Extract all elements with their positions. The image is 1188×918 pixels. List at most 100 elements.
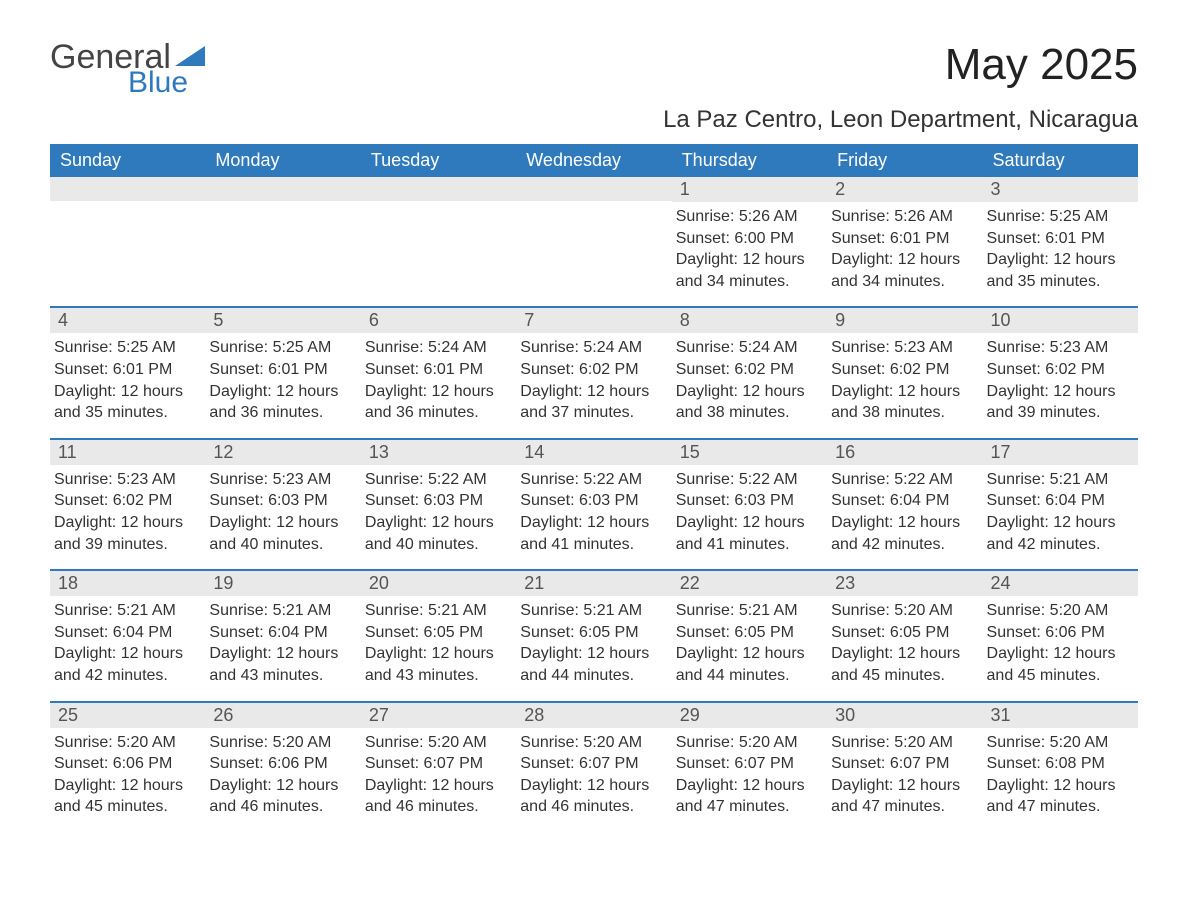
- sunrise-text: Sunrise: 5:21 AM: [365, 600, 508, 622]
- calendar-day: 31Sunrise: 5:20 AMSunset: 6:08 PMDayligh…: [983, 703, 1138, 818]
- sunset-text: Sunset: 6:07 PM: [365, 753, 508, 775]
- day-number: 16: [827, 440, 982, 465]
- daylight-text: Daylight: 12 hours and 46 minutes.: [365, 775, 508, 818]
- day-number: 3: [983, 177, 1138, 202]
- logo: General Blue: [50, 40, 205, 98]
- calendar-day: 14Sunrise: 5:22 AMSunset: 6:03 PMDayligh…: [516, 440, 671, 555]
- sunrise-text: Sunrise: 5:22 AM: [676, 469, 819, 491]
- sunrise-text: Sunrise: 5:21 AM: [520, 600, 663, 622]
- day-details: Sunrise: 5:23 AMSunset: 6:02 PMDaylight:…: [50, 465, 205, 555]
- day-number: 18: [50, 571, 205, 596]
- calendar-week: 25Sunrise: 5:20 AMSunset: 6:06 PMDayligh…: [50, 701, 1138, 818]
- daylight-text: Daylight: 12 hours and 36 minutes.: [365, 381, 508, 424]
- sunset-text: Sunset: 6:06 PM: [209, 753, 352, 775]
- calendar-day: 16Sunrise: 5:22 AMSunset: 6:04 PMDayligh…: [827, 440, 982, 555]
- sunset-text: Sunset: 6:05 PM: [676, 622, 819, 644]
- daylight-text: Daylight: 12 hours and 45 minutes.: [987, 643, 1130, 686]
- sunset-text: Sunset: 6:04 PM: [54, 622, 197, 644]
- daylight-text: Daylight: 12 hours and 47 minutes.: [831, 775, 974, 818]
- calendar-day: 5Sunrise: 5:25 AMSunset: 6:01 PMDaylight…: [205, 308, 360, 423]
- daylight-text: Daylight: 12 hours and 43 minutes.: [209, 643, 352, 686]
- calendar-week: 18Sunrise: 5:21 AMSunset: 6:04 PMDayligh…: [50, 569, 1138, 686]
- day-number: 20: [361, 571, 516, 596]
- day-number: 23: [827, 571, 982, 596]
- calendar-week: 11Sunrise: 5:23 AMSunset: 6:02 PMDayligh…: [50, 438, 1138, 555]
- day-details: Sunrise: 5:21 AMSunset: 6:05 PMDaylight:…: [361, 596, 516, 686]
- calendar-day: 9Sunrise: 5:23 AMSunset: 6:02 PMDaylight…: [827, 308, 982, 423]
- day-details: Sunrise: 5:25 AMSunset: 6:01 PMDaylight:…: [50, 333, 205, 423]
- sunset-text: Sunset: 6:04 PM: [209, 622, 352, 644]
- day-number: 1: [672, 177, 827, 202]
- calendar-day: 30Sunrise: 5:20 AMSunset: 6:07 PMDayligh…: [827, 703, 982, 818]
- day-number: 13: [361, 440, 516, 465]
- calendar-day: 21Sunrise: 5:21 AMSunset: 6:05 PMDayligh…: [516, 571, 671, 686]
- day-number: 9: [827, 308, 982, 333]
- sunrise-text: Sunrise: 5:23 AM: [209, 469, 352, 491]
- calendar-day: 8Sunrise: 5:24 AMSunset: 6:02 PMDaylight…: [672, 308, 827, 423]
- day-number: 29: [672, 703, 827, 728]
- calendar: Sunday Monday Tuesday Wednesday Thursday…: [50, 144, 1138, 818]
- sunrise-text: Sunrise: 5:26 AM: [676, 206, 819, 228]
- day-number: 6: [361, 308, 516, 333]
- calendar-day: 7Sunrise: 5:24 AMSunset: 6:02 PMDaylight…: [516, 308, 671, 423]
- sunrise-text: Sunrise: 5:26 AM: [831, 206, 974, 228]
- day-number: 28: [516, 703, 671, 728]
- day-number: [205, 177, 360, 201]
- weekday-header: Wednesday: [516, 144, 671, 177]
- calendar-day: 26Sunrise: 5:20 AMSunset: 6:06 PMDayligh…: [205, 703, 360, 818]
- calendar-day: [205, 177, 360, 292]
- calendar-day: 27Sunrise: 5:20 AMSunset: 6:07 PMDayligh…: [361, 703, 516, 818]
- day-number: 21: [516, 571, 671, 596]
- day-details: Sunrise: 5:20 AMSunset: 6:06 PMDaylight:…: [983, 596, 1138, 686]
- sunset-text: Sunset: 6:03 PM: [520, 490, 663, 512]
- daylight-text: Daylight: 12 hours and 42 minutes.: [987, 512, 1130, 555]
- daylight-text: Daylight: 12 hours and 39 minutes.: [987, 381, 1130, 424]
- day-number: 11: [50, 440, 205, 465]
- sunrise-text: Sunrise: 5:20 AM: [676, 732, 819, 754]
- day-details: [361, 201, 516, 205]
- sunset-text: Sunset: 6:04 PM: [987, 490, 1130, 512]
- sunset-text: Sunset: 6:06 PM: [987, 622, 1130, 644]
- sunrise-text: Sunrise: 5:20 AM: [520, 732, 663, 754]
- calendar-day: 24Sunrise: 5:20 AMSunset: 6:06 PMDayligh…: [983, 571, 1138, 686]
- sunset-text: Sunset: 6:07 PM: [831, 753, 974, 775]
- sunrise-text: Sunrise: 5:22 AM: [520, 469, 663, 491]
- day-details: Sunrise: 5:22 AMSunset: 6:03 PMDaylight:…: [516, 465, 671, 555]
- sunrise-text: Sunrise: 5:24 AM: [365, 337, 508, 359]
- sunrise-text: Sunrise: 5:21 AM: [676, 600, 819, 622]
- day-details: Sunrise: 5:21 AMSunset: 6:05 PMDaylight:…: [672, 596, 827, 686]
- day-number: 19: [205, 571, 360, 596]
- calendar-day: 10Sunrise: 5:23 AMSunset: 6:02 PMDayligh…: [983, 308, 1138, 423]
- sunrise-text: Sunrise: 5:20 AM: [987, 732, 1130, 754]
- day-details: Sunrise: 5:22 AMSunset: 6:04 PMDaylight:…: [827, 465, 982, 555]
- day-number: 17: [983, 440, 1138, 465]
- sunrise-text: Sunrise: 5:23 AM: [831, 337, 974, 359]
- calendar-week: 1Sunrise: 5:26 AMSunset: 6:00 PMDaylight…: [50, 177, 1138, 292]
- day-details: Sunrise: 5:23 AMSunset: 6:02 PMDaylight:…: [827, 333, 982, 423]
- day-details: Sunrise: 5:20 AMSunset: 6:05 PMDaylight:…: [827, 596, 982, 686]
- header: General Blue May 2025 La Paz Centro, Leo…: [50, 40, 1138, 134]
- day-number: 24: [983, 571, 1138, 596]
- day-details: Sunrise: 5:21 AMSunset: 6:04 PMDaylight:…: [983, 465, 1138, 555]
- day-number: [361, 177, 516, 201]
- sunset-text: Sunset: 6:08 PM: [987, 753, 1130, 775]
- day-details: Sunrise: 5:25 AMSunset: 6:01 PMDaylight:…: [983, 202, 1138, 292]
- calendar-day: [516, 177, 671, 292]
- sunrise-text: Sunrise: 5:21 AM: [209, 600, 352, 622]
- calendar-day: 11Sunrise: 5:23 AMSunset: 6:02 PMDayligh…: [50, 440, 205, 555]
- daylight-text: Daylight: 12 hours and 35 minutes.: [987, 249, 1130, 292]
- day-number: 7: [516, 308, 671, 333]
- sunrise-text: Sunrise: 5:25 AM: [209, 337, 352, 359]
- daylight-text: Daylight: 12 hours and 41 minutes.: [676, 512, 819, 555]
- daylight-text: Daylight: 12 hours and 46 minutes.: [209, 775, 352, 818]
- weekday-header: Saturday: [983, 144, 1138, 177]
- daylight-text: Daylight: 12 hours and 41 minutes.: [520, 512, 663, 555]
- sunrise-text: Sunrise: 5:25 AM: [987, 206, 1130, 228]
- sunset-text: Sunset: 6:01 PM: [831, 228, 974, 250]
- calendar-day: 29Sunrise: 5:20 AMSunset: 6:07 PMDayligh…: [672, 703, 827, 818]
- day-details: Sunrise: 5:22 AMSunset: 6:03 PMDaylight:…: [672, 465, 827, 555]
- day-number: [50, 177, 205, 201]
- sunset-text: Sunset: 6:03 PM: [209, 490, 352, 512]
- day-number: 10: [983, 308, 1138, 333]
- day-number: 12: [205, 440, 360, 465]
